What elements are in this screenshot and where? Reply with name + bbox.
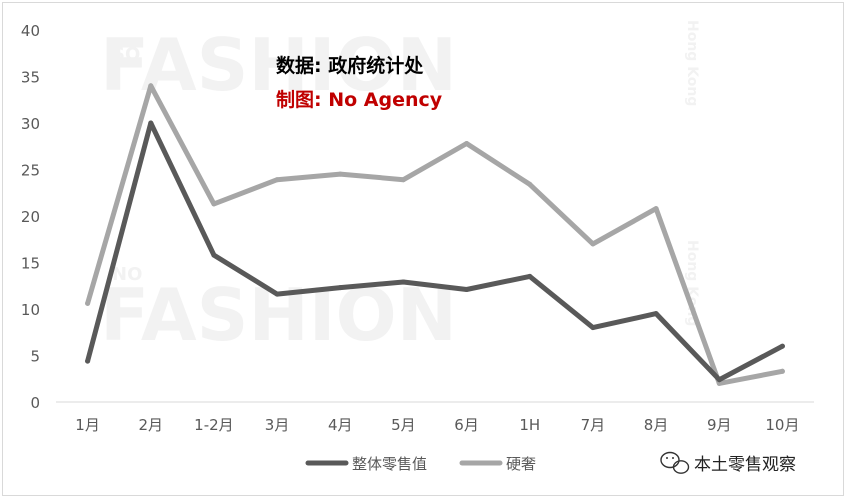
watermark-side-bottom: Hong Kong bbox=[684, 240, 700, 326]
data-point-hard-luxury bbox=[85, 300, 91, 306]
data-point-hard-luxury bbox=[653, 206, 659, 212]
data-point-overall-retail bbox=[779, 343, 785, 349]
data-point-overall-retail bbox=[400, 279, 406, 285]
y-tick-label: 15 bbox=[21, 255, 40, 273]
y-tick-label: 30 bbox=[21, 115, 40, 133]
x-tick-label: 7月 bbox=[581, 416, 606, 434]
x-tick-label: 1-2月 bbox=[194, 416, 234, 434]
y-tick-labels: 0 5 10 15 20 25 30 35 40 bbox=[21, 22, 40, 412]
y-tick-label: 20 bbox=[21, 208, 40, 226]
x-tick-label: 1H bbox=[519, 416, 540, 434]
data-point-overall-retail bbox=[653, 311, 659, 317]
data-point-overall-retail bbox=[527, 273, 533, 279]
watermark-side-top: Hong Kong bbox=[684, 20, 700, 106]
data-point-hard-luxury bbox=[274, 177, 280, 183]
y-tick-label: 25 bbox=[21, 162, 40, 180]
data-point-overall-retail bbox=[590, 325, 596, 331]
y-tick-label: 0 bbox=[30, 394, 40, 412]
data-point-overall-retail bbox=[274, 291, 280, 297]
data-point-hard-luxury bbox=[211, 201, 217, 207]
series-line-overall-retail bbox=[85, 120, 785, 383]
data-point-hard-luxury bbox=[337, 171, 343, 177]
x-tick-label: 8月 bbox=[644, 416, 669, 434]
wechat-icon bbox=[660, 451, 690, 474]
data-point-hard-luxury bbox=[148, 83, 154, 89]
data-point-overall-retail bbox=[85, 358, 91, 364]
data-point-hard-luxury bbox=[464, 141, 470, 146]
x-tick-label: 2月 bbox=[138, 416, 163, 434]
data-point-overall-retail bbox=[148, 120, 154, 126]
x-tick-label: 5月 bbox=[391, 416, 416, 434]
data-point-overall-retail bbox=[337, 285, 343, 291]
data-point-hard-luxury bbox=[527, 181, 533, 187]
legend-label-hard-luxury: 硬奢 bbox=[506, 455, 536, 473]
legend: 整体零售值 硬奢 bbox=[305, 455, 536, 473]
x-tick-label: 3月 bbox=[265, 416, 290, 434]
data-point-hard-luxury bbox=[400, 177, 406, 183]
y-tick-label: 40 bbox=[21, 22, 40, 40]
data-point-overall-retail bbox=[211, 252, 217, 258]
x-tick-label: 1月 bbox=[75, 416, 100, 434]
watermark-prefix-bottom: NO bbox=[112, 264, 142, 285]
data-point-hard-luxury bbox=[779, 368, 785, 374]
source-annotation: 数据: 政府统计处 bbox=[276, 54, 424, 77]
brand-badge: 本土零售观察 bbox=[660, 451, 796, 475]
y-tick-label: 5 bbox=[30, 348, 40, 366]
watermark-word-bottom: FASHION bbox=[100, 273, 457, 357]
x-tick-labels: 1月 2月 1-2月 3月 4月 5月 6月 1H 7月 8月 9月 10月 bbox=[75, 416, 799, 434]
x-tick-label: 10月 bbox=[765, 416, 799, 434]
x-tick-label: 4月 bbox=[328, 416, 353, 434]
series-lines bbox=[85, 83, 785, 386]
x-tick-label: 6月 bbox=[454, 416, 479, 434]
series-line-hard-luxury bbox=[85, 83, 785, 386]
data-point-overall-retail bbox=[464, 287, 470, 292]
y-tick-label: 10 bbox=[21, 301, 40, 319]
watermark-word-top: FASHION bbox=[100, 23, 457, 107]
y-tick-label: 35 bbox=[21, 69, 40, 87]
data-point-overall-retail bbox=[716, 377, 722, 383]
data-point-hard-luxury bbox=[716, 380, 722, 386]
credit-annotation: 制图: No Agency bbox=[276, 88, 443, 111]
legend-label-overall-retail: 整体零售值 bbox=[352, 455, 427, 473]
watermark-prefix-top: SO bbox=[112, 44, 140, 65]
x-tick-label: 9月 bbox=[707, 416, 732, 434]
data-point-hard-luxury bbox=[590, 241, 596, 247]
watermark: FASHION SO FASHION NO Hong Kong Hong Kon… bbox=[100, 20, 700, 357]
brand-label: 本土零售观察 bbox=[694, 455, 796, 475]
